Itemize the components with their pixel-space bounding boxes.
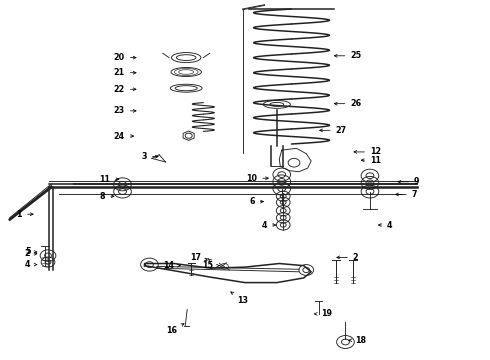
Text: 13: 13 (231, 292, 248, 305)
Text: 4: 4 (25, 260, 37, 269)
Text: 5: 5 (25, 248, 37, 256)
Text: 8: 8 (100, 192, 114, 201)
Text: 15: 15 (202, 261, 220, 270)
Text: 1: 1 (17, 210, 33, 219)
Text: 6: 6 (249, 197, 264, 206)
Text: 3: 3 (142, 152, 158, 161)
Text: 11: 11 (361, 156, 381, 165)
Text: 16: 16 (167, 324, 184, 335)
Text: 23: 23 (114, 107, 136, 115)
Text: 7: 7 (395, 190, 417, 199)
Text: 11: 11 (99, 175, 119, 184)
Text: 18: 18 (349, 336, 367, 345)
Text: 19: 19 (315, 309, 332, 318)
Text: 17: 17 (190, 253, 207, 262)
Text: 21: 21 (114, 68, 136, 77)
Text: 2: 2 (337, 253, 358, 262)
Text: 14: 14 (163, 261, 180, 270)
Text: 12: 12 (354, 148, 381, 156)
Text: 2: 2 (25, 249, 37, 258)
Text: 24: 24 (114, 132, 134, 140)
Text: 26: 26 (334, 99, 362, 108)
Text: 27: 27 (319, 126, 347, 135)
Text: 22: 22 (114, 85, 136, 94)
Text: 20: 20 (114, 53, 136, 62)
Text: 9: 9 (398, 177, 419, 186)
Text: 4: 4 (378, 220, 392, 230)
Text: 4: 4 (262, 220, 276, 230)
Text: 25: 25 (334, 51, 362, 60)
Text: 10: 10 (246, 174, 269, 183)
